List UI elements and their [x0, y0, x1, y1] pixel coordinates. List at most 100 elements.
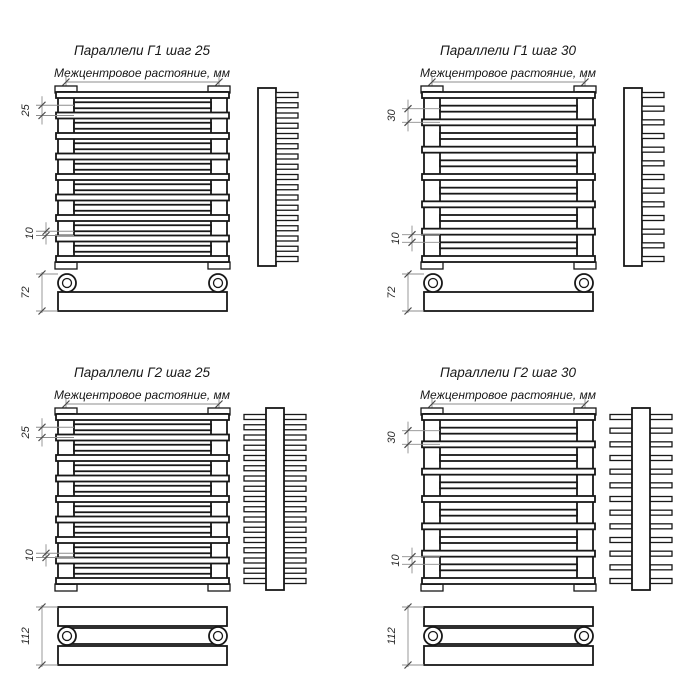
side-tube-stub-left	[243, 454, 267, 462]
rung-back	[73, 203, 212, 212]
side-tube-stub-right	[649, 468, 673, 475]
bottom-view	[57, 273, 228, 312]
rung-front	[55, 91, 230, 99]
side-tube-stub	[275, 122, 299, 129]
dimension-tick	[428, 400, 436, 408]
dimension-tick	[42, 549, 50, 558]
valve-ring-inner	[578, 277, 590, 289]
dimension-tick	[38, 603, 46, 611]
side-tube-stub-left	[243, 557, 267, 564]
side-tube-stub-left	[609, 441, 633, 448]
side-collector	[257, 87, 277, 267]
rung-back	[439, 186, 578, 195]
drawing-title: Параллели Г1 шаг 25	[74, 43, 211, 58]
side-tube-stub-left	[609, 523, 633, 530]
dimension-tick	[404, 661, 412, 669]
bottom-tube	[423, 291, 594, 312]
rung-front	[55, 577, 230, 585]
rung-front	[55, 214, 230, 222]
rung-back	[73, 566, 212, 575]
rung-front	[55, 454, 230, 462]
side-tube-stub-right	[283, 485, 307, 492]
side-tube-stub	[275, 163, 299, 170]
side-collector	[631, 407, 651, 591]
bottom-tube-upper	[423, 606, 594, 627]
bottom-height-dimension: 112	[386, 603, 424, 669]
rung-back	[73, 505, 212, 514]
rung-back	[439, 563, 578, 572]
dimension-tick	[428, 78, 436, 86]
side-tube-stub-left	[243, 465, 267, 472]
rung-back	[73, 224, 212, 233]
side-tube-stub	[275, 255, 299, 263]
bottom-view	[423, 606, 594, 666]
side-tube-stub	[275, 132, 299, 140]
rung-back	[73, 142, 212, 151]
rung-back	[439, 426, 578, 435]
rung-back	[439, 508, 578, 517]
side-tube-stub-right	[649, 482, 673, 489]
side-tube-stub-right	[649, 413, 673, 421]
rail-cap	[54, 261, 78, 270]
rung-front	[55, 556, 230, 565]
side-tube-stub-left	[609, 550, 633, 557]
center-distance-label: Межцентровое растояние, мм	[54, 388, 230, 402]
side-tube-stub	[275, 102, 299, 109]
rung-front	[421, 255, 596, 263]
side-tube-stub	[641, 146, 665, 153]
dimension-tick	[408, 552, 416, 561]
side-view	[609, 407, 673, 591]
side-tube-stub	[641, 173, 665, 181]
side-tube-stub-right	[283, 567, 307, 574]
drawing-title: Параллели Г2 шаг 25	[74, 365, 211, 380]
rung-front	[55, 111, 230, 120]
side-tube-stub-left	[243, 495, 267, 503]
rung-back	[439, 214, 578, 222]
valve-ring-inner	[212, 630, 224, 642]
dimension-tick	[215, 400, 223, 408]
gap-dimension-value: 10	[390, 232, 402, 245]
valve-ring-inner	[427, 630, 439, 642]
side-tube-stub	[275, 245, 299, 252]
side-tube-stub-left	[609, 413, 633, 421]
side-tube-stub-left	[609, 536, 633, 544]
rung-front	[55, 255, 230, 263]
rung-front	[421, 467, 596, 476]
side-tube-stub-left	[609, 468, 633, 475]
rung-front	[55, 173, 230, 181]
quadrant-g1-step-25: Параллели Г1 шаг 25 Межцентровое растояни…	[20, 43, 299, 315]
side-tube-stub-right	[649, 509, 673, 516]
side-tube-stub-left	[609, 564, 633, 571]
side-tube-stub	[275, 143, 299, 150]
rung-back	[439, 241, 578, 250]
step-dimension-value: 30	[386, 109, 398, 122]
rung-back	[73, 244, 212, 253]
dimension-tick	[404, 118, 412, 127]
rung-front	[421, 173, 596, 181]
rung-back	[73, 183, 212, 192]
side-tube-stub	[641, 228, 665, 235]
rung-front	[421, 413, 596, 421]
side-tube-stub-right	[649, 536, 673, 544]
front-view	[54, 407, 231, 592]
side-tube-stub-right	[649, 495, 673, 503]
side-tube-stub	[275, 214, 299, 222]
dimension-tick	[38, 661, 46, 669]
dimension-tick	[38, 270, 46, 278]
dimension-tick	[62, 78, 70, 86]
bottom-tube-lower	[57, 645, 228, 666]
rung-back	[439, 159, 578, 168]
rung-front	[55, 474, 230, 483]
rail-cap	[420, 583, 444, 592]
bottom-tube-upper	[57, 606, 228, 627]
gap-dimension: 10	[390, 547, 440, 574]
width-dimension	[428, 75, 589, 87]
dimension-tick	[38, 307, 46, 315]
valve-ring-inner	[212, 277, 224, 289]
center-distance-label: Межцентровое растояние, мм	[420, 66, 596, 80]
dimension-tick	[38, 423, 46, 432]
quadrant-g1-step-30: Параллели Г1 шаг 30 Межцентровое растояни…	[386, 43, 665, 315]
valve-ring-inner	[61, 277, 73, 289]
